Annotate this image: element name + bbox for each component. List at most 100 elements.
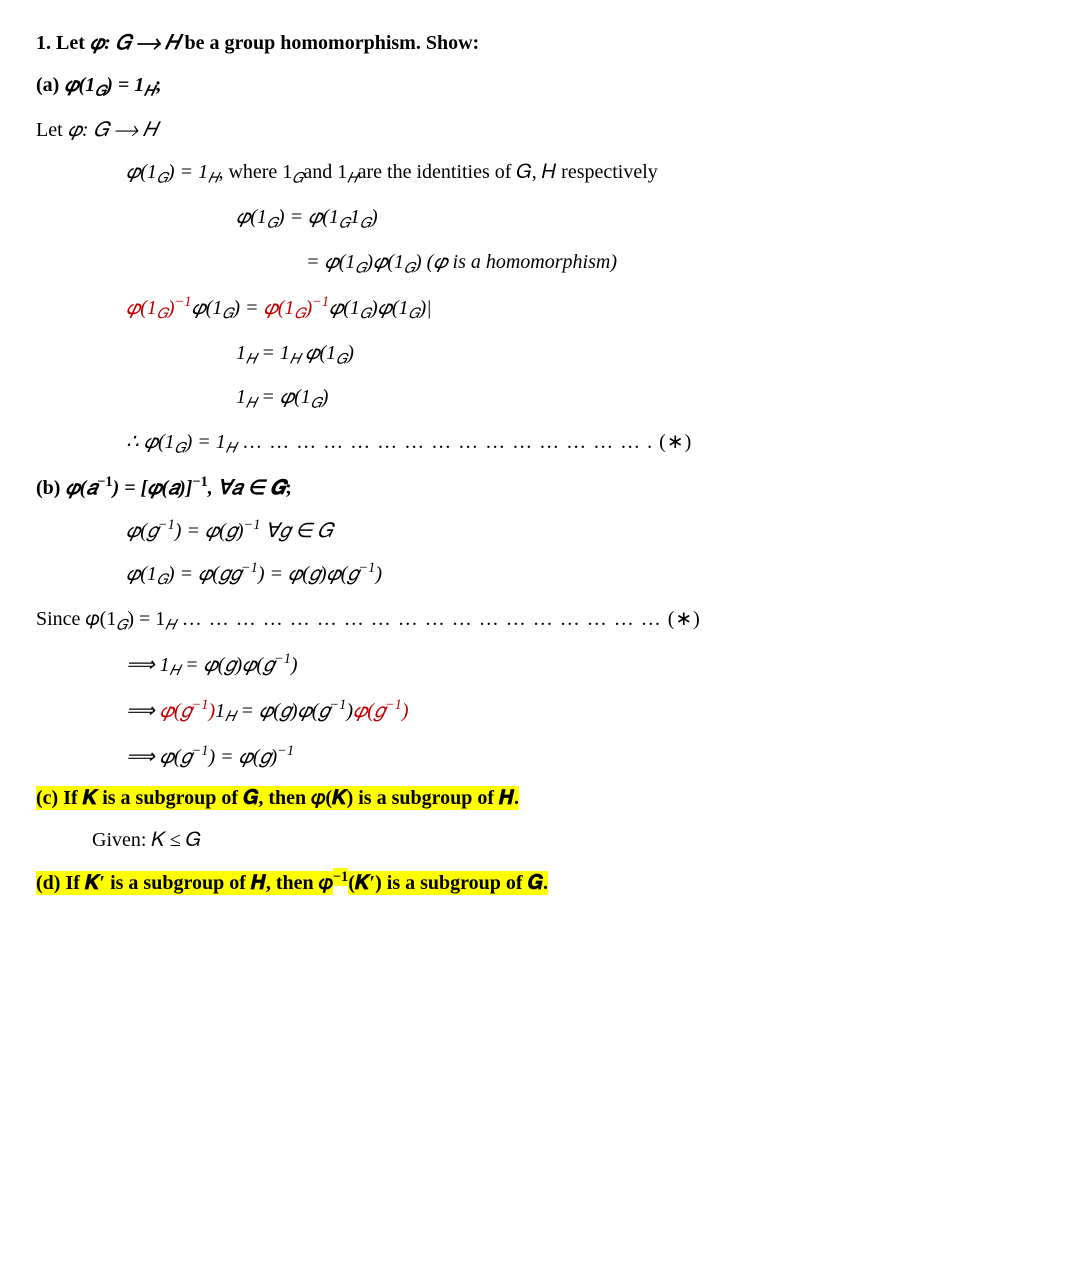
b1sup2: −1 bbox=[244, 517, 261, 533]
part-d-statement: (d) If 𝑲′ is a subgroup of 𝑯, then 𝜑−1(𝑲… bbox=[36, 867, 1045, 898]
a5c: 𝜑(1 bbox=[300, 342, 336, 364]
b3c: ) bbox=[291, 654, 298, 676]
a5d: ) bbox=[347, 342, 354, 364]
a4sG2: 𝐺 bbox=[222, 306, 233, 322]
a1c: , where 1 bbox=[218, 161, 292, 183]
a6sG: 𝐺 bbox=[311, 396, 322, 412]
b-line3: ⟹ 1𝐻 = 𝜑(𝑔)𝜑(𝑔−1) bbox=[36, 649, 1045, 683]
a1e: are the identities of 𝐺, 𝐻 respectively bbox=[358, 161, 658, 183]
a4a: 𝜑(1 bbox=[126, 297, 157, 319]
a1b: ) = 1 bbox=[168, 161, 208, 183]
b2sG: 𝐺 bbox=[157, 572, 168, 588]
b5b: ) = 𝜑(𝑔) bbox=[208, 745, 277, 767]
a3b: )𝜑(1 bbox=[366, 251, 404, 273]
part-b-statement: (b) 𝜑(𝑎−1) = [𝜑(𝑎)]−1, ∀𝑎 ∈ 𝑮; bbox=[36, 472, 1045, 503]
a-let2: 𝜑: 𝐺 ⟶ 𝐻 bbox=[68, 119, 158, 141]
a1sH: 𝐻 bbox=[208, 170, 218, 186]
b4b: 𝜑(𝑔 bbox=[160, 700, 192, 722]
a3d: 𝜑 is a homomorphism bbox=[433, 251, 610, 273]
a7b: ) = 1 bbox=[186, 431, 226, 453]
a4sG4: 𝐺 bbox=[360, 306, 371, 322]
b4sH: 𝐻 bbox=[225, 709, 235, 725]
b2b: ) = 𝜑(𝑔𝑔 bbox=[168, 563, 241, 585]
a6sH: 𝐻 bbox=[246, 396, 256, 412]
a-line4: 𝜑(1𝐺)−1𝜑(1𝐺) = 𝜑(1𝐺)−1𝜑(1𝐺)𝜑(1𝐺)| bbox=[36, 292, 1045, 326]
b1b: ) = 𝜑(𝑔) bbox=[175, 520, 244, 542]
bsd: … … … … … … … … … … … … … … … … … … (∗) bbox=[176, 608, 701, 630]
a-line7: ∴ 𝜑(1𝐺) = 1𝐻 … … … … … … … … … … … … … …… bbox=[36, 427, 1045, 460]
q1-title: 1. Let 𝜑: 𝐺 ⟶ 𝐻 be a group homomorphism.… bbox=[36, 28, 1045, 58]
b-line2: 𝜑(1𝐺) = 𝜑(𝑔𝑔−1) = 𝜑(𝑔)𝜑(𝑔−1) bbox=[36, 558, 1045, 592]
b1c: ∀𝑔 ∈ 𝐺 bbox=[260, 520, 332, 542]
a1a: 𝜑(1 bbox=[126, 161, 157, 183]
a6c: ) bbox=[322, 386, 329, 408]
a2sG: 𝐺 bbox=[267, 215, 278, 231]
b5sup: −1 bbox=[192, 743, 209, 759]
a2a: 𝜑(1 bbox=[236, 206, 267, 228]
a5sG: 𝐺 bbox=[336, 351, 347, 367]
bs1: 𝜑(𝑎 bbox=[65, 477, 97, 499]
t3: be a group homomorphism. Show: bbox=[180, 32, 480, 54]
a5sH: 𝐻 bbox=[246, 351, 256, 367]
a3c: ) ( bbox=[415, 251, 433, 273]
a-let: Let 𝜑: 𝐺 ⟶ 𝐻 bbox=[36, 115, 1045, 145]
b3sH: 𝐻 bbox=[170, 663, 180, 679]
b4a: ⟹ bbox=[126, 700, 160, 722]
a3e: ) bbox=[610, 251, 617, 273]
b2sup2: −1 bbox=[358, 560, 375, 576]
a4e: 𝜑(1 bbox=[264, 297, 295, 319]
a-s1: 𝜑(1 bbox=[64, 74, 95, 96]
a4sG3: 𝐺 bbox=[294, 306, 305, 322]
b5a: ⟹ 𝜑(𝑔 bbox=[126, 745, 192, 767]
a2c: 1 bbox=[350, 206, 360, 228]
t2: 𝜑: 𝐺 ⟶ 𝐻 bbox=[90, 32, 180, 54]
c-text: (c) If 𝑲 is a subgroup of 𝑮, then 𝜑(𝑲) i… bbox=[36, 786, 519, 810]
bs1sup: −1 bbox=[97, 474, 112, 490]
b4g: 𝜑(𝑔 bbox=[353, 700, 385, 722]
b-since: Since 𝜑(1𝐺) = 1𝐻 … … … … … … … … … … … …… bbox=[36, 604, 1045, 637]
b4e: = 𝜑(𝑔)𝜑(𝑔 bbox=[236, 700, 330, 722]
b5sup2: −1 bbox=[277, 743, 294, 759]
a7a: ∴ 𝜑(1 bbox=[126, 431, 175, 453]
a-s3: ; bbox=[155, 74, 162, 96]
bs2: ) = [𝜑(𝑎)] bbox=[113, 477, 193, 499]
b3b: = 𝜑(𝑔)𝜑(𝑔 bbox=[180, 654, 274, 676]
a5a: 1 bbox=[236, 342, 246, 364]
a3sG: 𝐺 bbox=[355, 260, 366, 276]
a4sup2: −1 bbox=[312, 294, 329, 310]
b2d: ) bbox=[375, 563, 382, 585]
b4h: ) bbox=[402, 700, 409, 722]
d-text-b: (𝑲′) is a subgroup of 𝑮. bbox=[348, 871, 548, 895]
bs2sup: −1 bbox=[192, 474, 207, 490]
a-line2: 𝜑(1𝐺) = 𝜑(1𝐺1𝐺) bbox=[36, 202, 1045, 235]
a-subG: 𝐺 bbox=[95, 83, 106, 99]
a6b: = 𝜑(1 bbox=[256, 386, 310, 408]
a4h: )𝜑(1 bbox=[371, 297, 409, 319]
d-sup: −1 bbox=[333, 868, 348, 886]
b1sup: −1 bbox=[158, 517, 175, 533]
bs3: , ∀𝑎 ∈ 𝑮 bbox=[208, 477, 285, 499]
a1sH2: 𝐻 bbox=[347, 170, 357, 186]
part-c-statement: (c) If 𝑲 is a subgroup of 𝑮, then 𝜑(𝑲) i… bbox=[36, 783, 1045, 813]
b2c: ) = 𝜑(𝑔)𝜑(𝑔 bbox=[258, 563, 359, 585]
a1sG2: 𝐺 bbox=[292, 170, 303, 186]
b4sup2: −1 bbox=[329, 697, 346, 713]
b1a: 𝜑(𝑔 bbox=[126, 520, 158, 542]
a4i: )| bbox=[420, 297, 432, 319]
a2sG3: 𝐺 bbox=[360, 215, 371, 231]
a4b: ) bbox=[168, 297, 175, 319]
a3a: = 𝜑(1 bbox=[306, 251, 355, 273]
t1: 1. Let bbox=[36, 32, 90, 54]
part-a-statement: (a) 𝜑(1𝐺) = 1𝐻; bbox=[36, 70, 1045, 103]
b3sup: −1 bbox=[274, 651, 291, 667]
a-line6: 1𝐻 = 𝜑(1𝐺) bbox=[36, 382, 1045, 415]
bssG: 𝐺 bbox=[116, 617, 127, 633]
a2sG2: 𝐺 bbox=[339, 215, 350, 231]
a4sG: 𝐺 bbox=[157, 306, 168, 322]
a1sG: 𝐺 bbox=[157, 170, 168, 186]
a6a: 1 bbox=[236, 386, 246, 408]
b2sup: −1 bbox=[241, 560, 258, 576]
b4d: 1 bbox=[215, 700, 225, 722]
a4d: ) = bbox=[233, 297, 263, 319]
a-s2: ) = 1 bbox=[106, 74, 144, 96]
